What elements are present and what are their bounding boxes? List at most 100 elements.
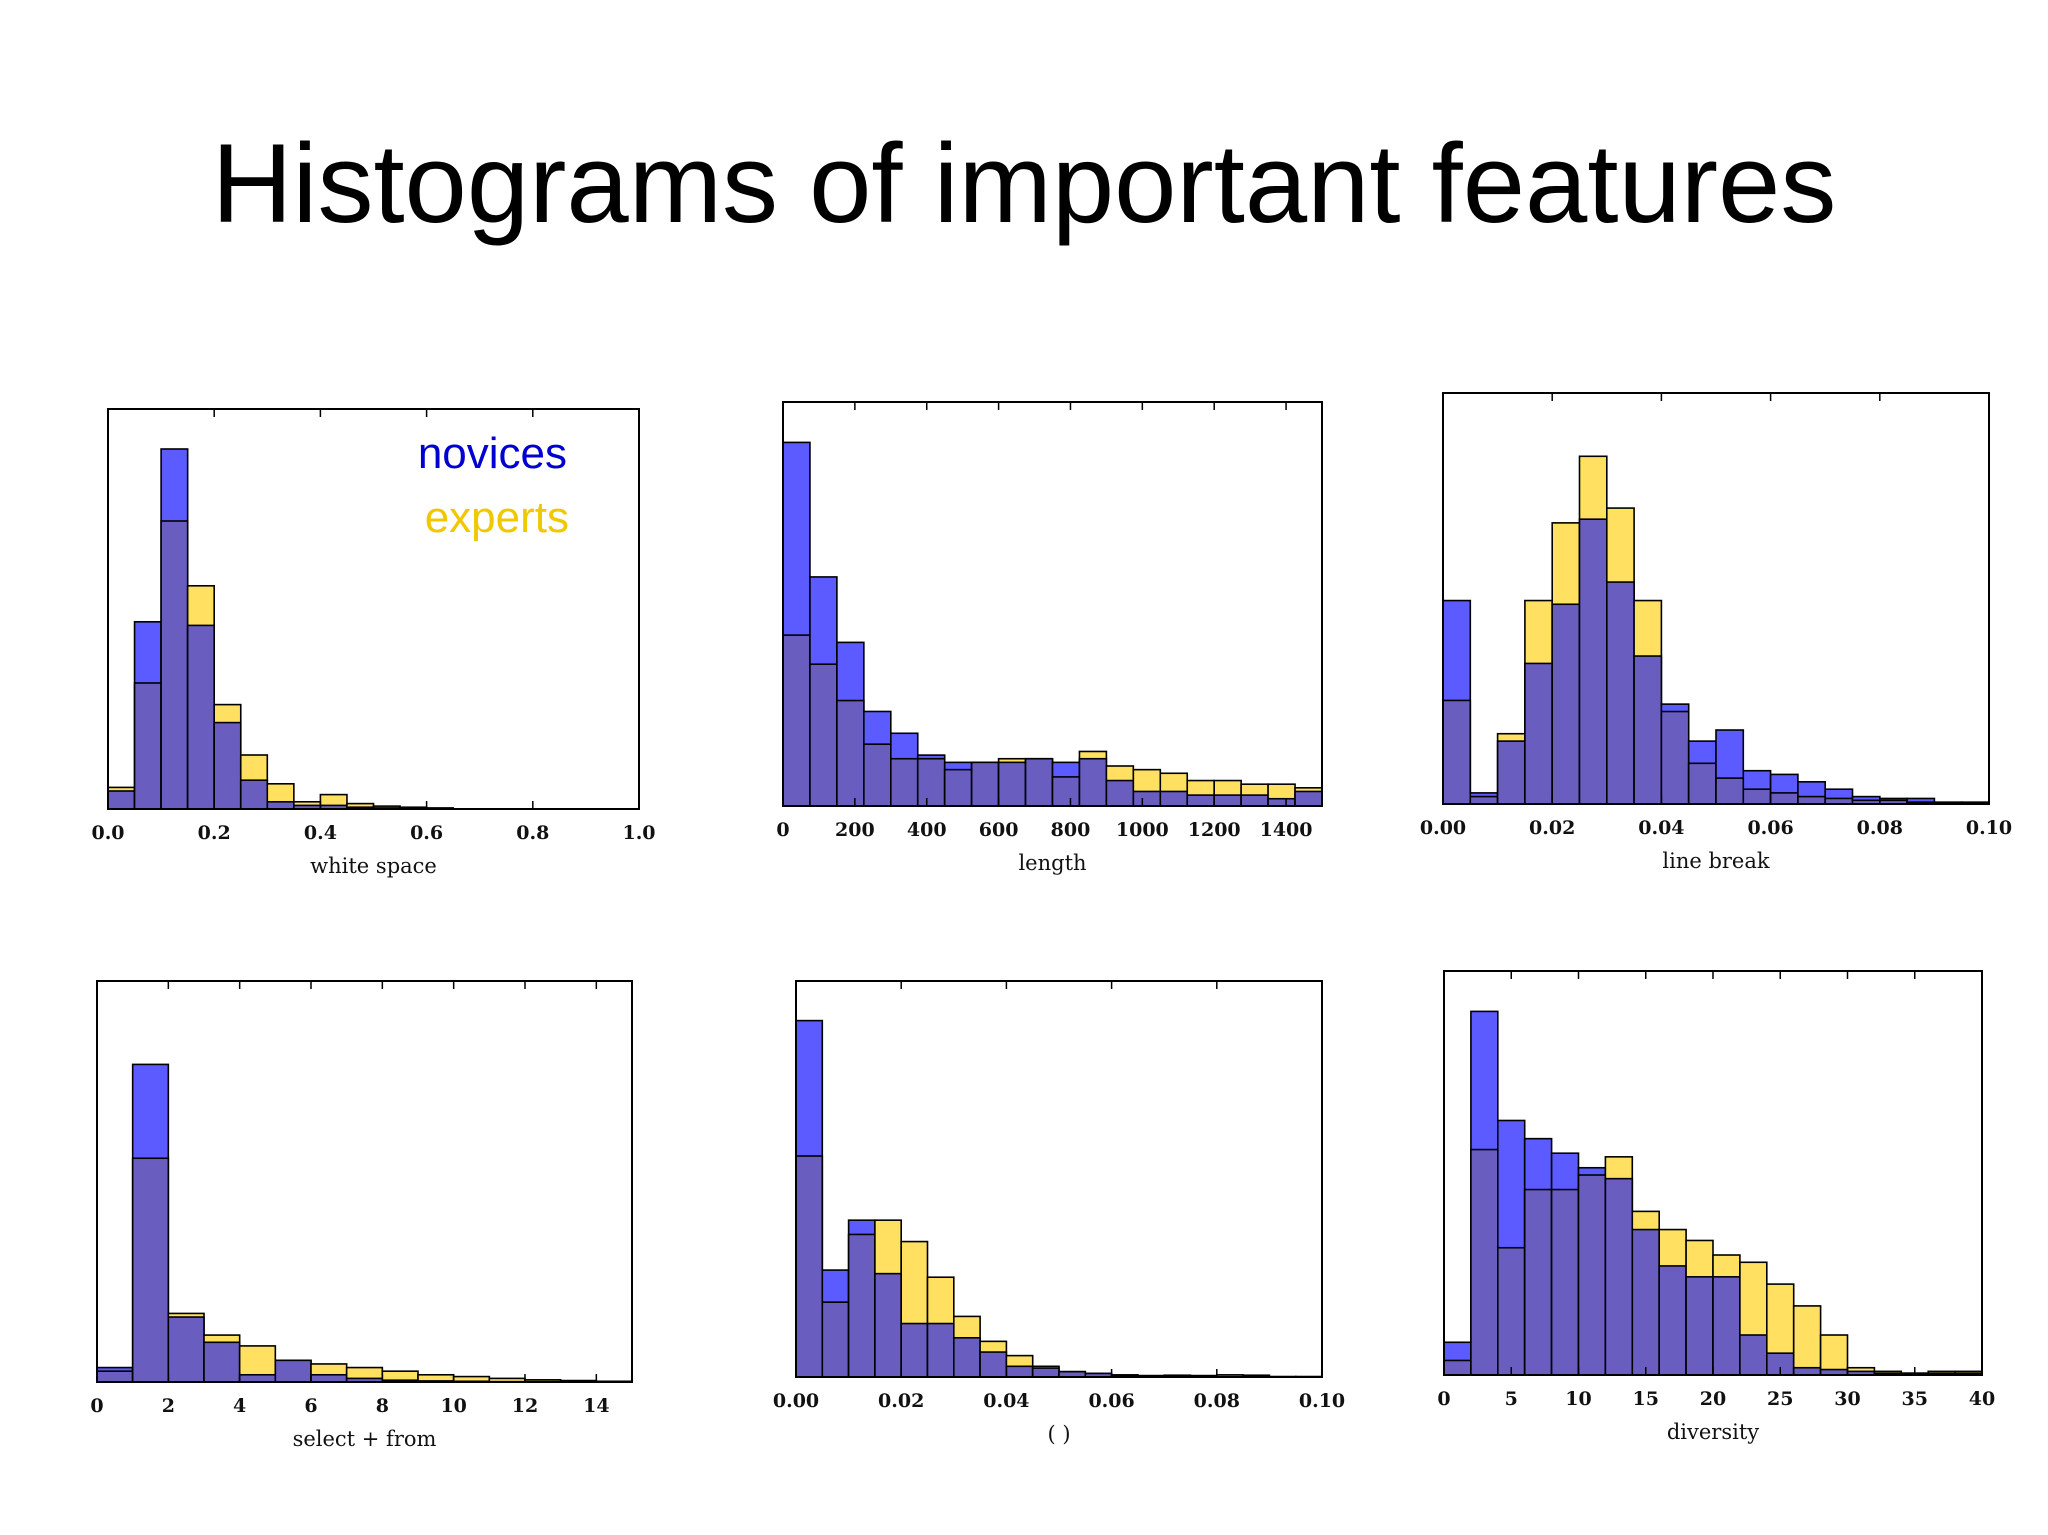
x-tick-label: 15 <box>1633 1388 1659 1410</box>
x-tick-label: 0.0 <box>91 822 124 844</box>
x-tick-label: 0.8 <box>516 822 549 844</box>
overlap-bar <box>836 699 865 807</box>
overlap-bar <box>863 743 892 807</box>
x-tick-label: 600 <box>979 819 1019 841</box>
x-tick-label: 30 <box>1834 1388 1860 1410</box>
overlap-bar <box>900 1322 929 1378</box>
legend-novices: novices <box>418 429 567 478</box>
overlap-bar <box>266 800 295 810</box>
experts-bar <box>1792 1305 1822 1376</box>
x-axis-label: length <box>1018 851 1086 875</box>
overlap-bar <box>916 757 946 807</box>
x-tick-label: 10 <box>1565 1388 1591 1410</box>
overlap-bar <box>1213 794 1242 807</box>
overlap-bar <box>1443 1359 1472 1376</box>
overlap-bar <box>107 790 136 810</box>
overlap-bar <box>1578 518 1608 805</box>
overlap-bar <box>1078 757 1108 807</box>
overlap-bar <box>213 721 242 810</box>
x-tick-label: 2 <box>162 1395 175 1417</box>
x-tick-label: 1400 <box>1260 819 1313 841</box>
x-tick-label: 6 <box>304 1395 317 1417</box>
x-tick-label: 0.00 <box>773 1390 819 1412</box>
overlap-bar <box>1105 779 1135 807</box>
x-tick-label: 0 <box>90 1395 103 1417</box>
overlap-bar <box>979 1351 1008 1378</box>
overlap-bar <box>1005 1365 1034 1378</box>
x-tick-label: 12 <box>512 1395 538 1417</box>
overlap-bar <box>1769 792 1799 805</box>
x-tick-label: 1.0 <box>622 822 655 844</box>
overlap-bar <box>1792 1366 1822 1376</box>
x-tick-label: 25 <box>1767 1388 1793 1410</box>
overlap-bar <box>1524 662 1554 805</box>
overlap-bar <box>203 1341 241 1383</box>
histogram-panel-1: 0.0 0.2 0.4 0.6 0.8 1.0 white space novices expe… <box>91 408 656 878</box>
x-tick-label: 10 <box>440 1395 466 1417</box>
overlap-bar <box>1267 797 1296 807</box>
x-tick-label: 0.6 <box>410 822 443 844</box>
overlap-bar <box>1186 794 1216 807</box>
overlap-bar <box>310 1373 348 1383</box>
overlap-bar <box>96 1370 134 1383</box>
x-axis-label: line break <box>1662 849 1769 873</box>
overlap-bar <box>1469 795 1499 805</box>
histogram-panel-4: 0 2 4 6 8 10 12 14 select + from <box>90 980 633 1451</box>
x-tick-label: 5 <box>1505 1388 1518 1410</box>
x-tick-label: 0.04 <box>1638 817 1684 839</box>
x-tick-label: 0.10 <box>1966 817 2012 839</box>
x-tick-label: 0.10 <box>1299 1390 1345 1412</box>
overlap-bar <box>1633 655 1663 805</box>
x-axis-label: diversity <box>1667 1420 1759 1444</box>
x-tick-label: 0.06 <box>1088 1390 1134 1412</box>
x-tick-label: 40 <box>1969 1388 1995 1410</box>
overlap-bar <box>809 663 838 807</box>
overlap-bar <box>889 757 919 807</box>
plot-frame <box>782 401 1323 807</box>
x-tick-label: 0.04 <box>983 1390 1029 1412</box>
overlap-bar <box>1159 790 1189 807</box>
overlap-bar <box>186 624 215 810</box>
x-axis-label: select + from <box>293 1427 437 1451</box>
overlap-bar <box>1577 1174 1607 1376</box>
x-tick-label: 0.08 <box>1857 817 1903 839</box>
plot-frame <box>1442 392 1990 805</box>
x-tick-label: 0 <box>776 819 789 841</box>
x-tick-label: 1200 <box>1188 819 1241 841</box>
overlap-bar <box>847 1233 876 1378</box>
overlap-bar <box>1470 1148 1499 1376</box>
overlap-bar <box>926 1322 955 1378</box>
overlap-bar <box>1658 1265 1687 1376</box>
histogram-panel-6: 0 5 10 15 20 25 30 35 40 diversity <box>1437 970 1995 1444</box>
x-tick-label: 0 <box>1437 1388 1450 1410</box>
overlap-bar <box>1240 794 1269 807</box>
overlap-bar <box>1442 699 1472 805</box>
overlap-bar <box>795 1155 824 1378</box>
x-tick-label: 0.02 <box>1529 817 1575 839</box>
x-tick-label: 8 <box>376 1395 389 1417</box>
experts-bar <box>1819 1334 1849 1376</box>
overlap-bar <box>274 1359 312 1383</box>
overlap-bar <box>131 1157 170 1383</box>
overlap-bar <box>997 761 1027 807</box>
slide-title: Histograms of important features <box>211 121 1837 246</box>
overlap-bar <box>1739 1334 1768 1376</box>
x-tick-label: 200 <box>835 819 875 841</box>
x-tick-label: 4 <box>233 1395 246 1417</box>
x-tick-label: 0.00 <box>1420 817 1466 839</box>
overlap-bar <box>1797 795 1827 805</box>
overlap-bar <box>1742 788 1772 805</box>
overlap-bar <box>1294 790 1323 807</box>
overlap-bar <box>1631 1228 1661 1376</box>
overlap-bar <box>970 761 1000 807</box>
overlap-bar <box>238 1373 277 1383</box>
overlap-bar <box>167 1316 205 1383</box>
x-tick-label: 0.2 <box>198 822 231 844</box>
x-axis-label: ( ) <box>1047 1422 1070 1446</box>
plot-frame <box>795 980 1323 1378</box>
x-tick-label: 800 <box>1051 819 1091 841</box>
x-tick-label: 20 <box>1700 1388 1726 1410</box>
overlap-bar <box>952 1336 981 1378</box>
overlap-bar <box>239 779 269 810</box>
